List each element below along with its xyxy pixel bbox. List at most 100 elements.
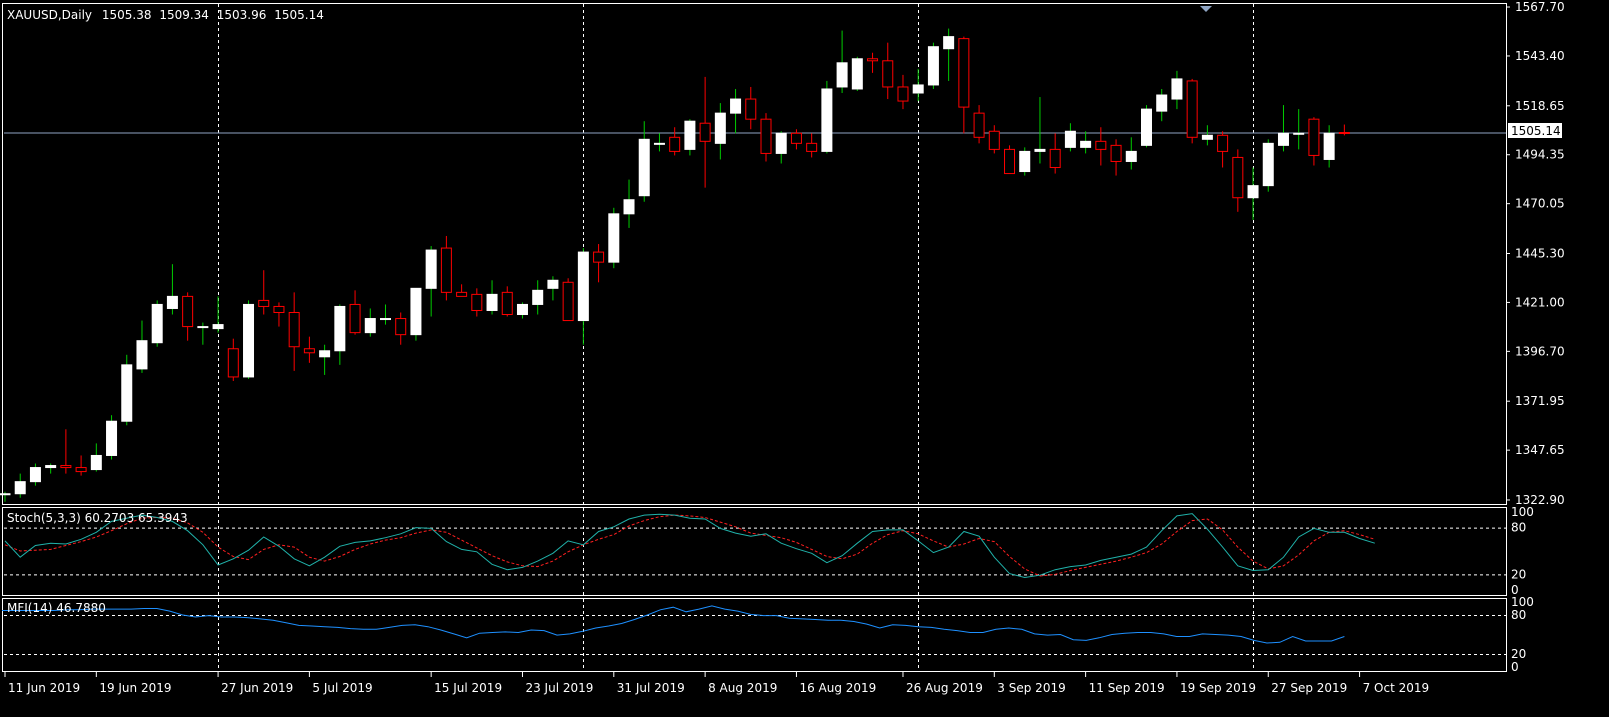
candle-body — [14, 481, 26, 495]
candle-body — [1156, 94, 1168, 112]
candle-body — [1323, 132, 1335, 160]
price-tick-label: 1371.95 — [1515, 394, 1565, 408]
candle-body — [380, 318, 391, 321]
candle-body — [227, 348, 239, 378]
candle-body — [912, 84, 924, 94]
candle-body — [1034, 148, 1046, 152]
candle-body — [836, 62, 848, 88]
stoch-tick-label: 0 — [1511, 583, 1519, 597]
candle-body — [1262, 142, 1274, 187]
date-tick-label: 7 Oct 2019 — [1363, 681, 1430, 695]
current-price-label: 1505.14 — [1511, 124, 1561, 138]
candle-body — [608, 213, 620, 263]
candle-body — [1125, 150, 1137, 162]
candle-body — [593, 251, 605, 263]
candle-body — [121, 364, 133, 422]
high-value: 1509.34 — [159, 8, 209, 22]
candle-body — [714, 112, 726, 144]
price-tick-label: 1445.30 — [1515, 246, 1565, 260]
mfi-tick-label: 80 — [1511, 608, 1526, 622]
chart-shift-marker-icon[interactable] — [1200, 6, 1212, 12]
mfi-pane-frame — [2, 598, 1507, 672]
close-value: 1505.14 — [274, 8, 324, 22]
stoch-signal-line — [4, 514, 1375, 577]
candle-body — [258, 299, 270, 307]
candle-body — [212, 324, 224, 330]
price-tick-label: 1470.05 — [1515, 197, 1565, 211]
mfi-tick-label: 20 — [1511, 647, 1526, 661]
candle-body — [1171, 78, 1183, 100]
candle-body — [1247, 185, 1259, 199]
date-tick-label: 11 Jun 2019 — [8, 681, 80, 695]
candle-body — [851, 58, 863, 90]
stoch-tick-label: 100 — [1511, 505, 1534, 519]
stoch-pane-frame — [2, 507, 1507, 596]
date-tick-label: 27 Sep 2019 — [1271, 681, 1347, 695]
candle-body — [151, 303, 163, 344]
date-tick-label: 16 Aug 2019 — [799, 681, 876, 695]
candle-body — [882, 60, 894, 88]
candle-body — [60, 465, 72, 469]
date-tick-label: 19 Jun 2019 — [99, 681, 171, 695]
candle-body — [821, 88, 833, 152]
candle-body — [806, 142, 818, 152]
mfi-line — [2, 605, 1345, 644]
date-tick-label: 26 Aug 2019 — [906, 681, 983, 695]
date-tick-label: 8 Aug 2019 — [708, 681, 777, 695]
candle-body — [1049, 148, 1061, 169]
date-tick-label: 19 Sep 2019 — [1180, 681, 1256, 695]
candle-body — [501, 291, 513, 316]
candle-body — [106, 420, 118, 456]
candle-body — [516, 303, 528, 316]
candle-body — [349, 303, 361, 334]
mfi-tick-label: 0 — [1511, 660, 1519, 674]
candle-body — [897, 86, 909, 102]
candle-body — [75, 467, 87, 473]
candle-body — [1141, 108, 1152, 146]
candle-body — [988, 130, 1000, 150]
candle-body — [958, 38, 970, 108]
candle-body — [1095, 140, 1107, 150]
candle-body — [1338, 132, 1350, 135]
candle-body — [45, 465, 57, 469]
candle-body — [486, 293, 498, 311]
symbol-name: XAUUSD,Daily — [7, 8, 92, 22]
candle-body — [364, 318, 376, 334]
candle-body — [440, 247, 452, 293]
candle-body — [425, 249, 437, 289]
candle-body — [760, 118, 772, 154]
price-tick-label: 1347.65 — [1515, 443, 1565, 457]
candle-body — [790, 132, 802, 144]
date-tick-label: 5 Jul 2019 — [312, 681, 372, 695]
candle-body — [456, 291, 468, 297]
symbol-header: XAUUSD,Daily 1505.38 1509.34 1503.96 150… — [7, 8, 324, 22]
date-tick-label: 23 Jul 2019 — [525, 681, 593, 695]
candle-body — [653, 142, 665, 145]
candle-body — [1201, 134, 1213, 140]
price-axis: 1567.70 1543.40 1518.65 1494.35 1470.05 1445.… — [1506, 0, 1565, 674]
candle-body — [1064, 130, 1076, 148]
candle-body — [1277, 132, 1289, 146]
candle-body — [1080, 140, 1092, 148]
stoch-tick-label: 80 — [1511, 521, 1526, 535]
stoch-main-line — [4, 513, 1375, 579]
candle-body — [319, 350, 331, 358]
candle-body — [1217, 134, 1229, 152]
candle-body — [745, 98, 757, 120]
date-tick-label: 3 Sep 2019 — [997, 681, 1065, 695]
date-tick-label: 11 Sep 2019 — [1089, 681, 1165, 695]
candle-body — [136, 340, 148, 370]
candle-body — [1186, 80, 1198, 138]
candle-body — [29, 467, 41, 483]
candle-body — [669, 136, 681, 152]
candle-body — [288, 311, 300, 348]
price-tick-label: 1396.70 — [1515, 344, 1565, 358]
candle-body — [0, 493, 11, 496]
low-value: 1503.96 — [217, 8, 267, 22]
candle-body — [775, 132, 787, 154]
candle-body — [927, 46, 939, 86]
price-tick-label: 1518.65 — [1515, 99, 1565, 113]
candle-body — [1110, 144, 1122, 162]
